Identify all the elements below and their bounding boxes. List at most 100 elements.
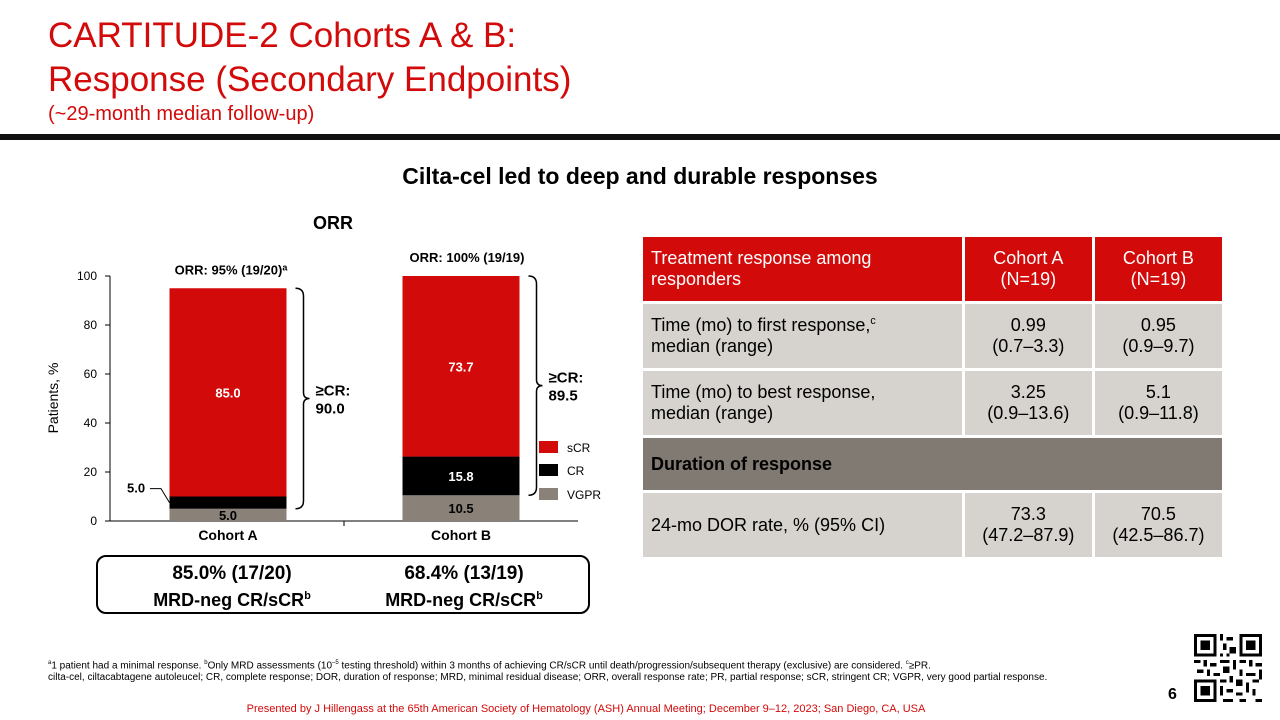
chart-title: ORR [313, 213, 353, 233]
row-label-line2: median (range) [651, 336, 774, 356]
cell-range: (42.5–86.7) [1112, 525, 1205, 545]
mrd-cohort-a-label: MRD-neg CR/sCR [153, 590, 305, 610]
cr-bracket [528, 275, 543, 497]
data-label: 10.5 [448, 501, 473, 516]
cell-cohort-a: 3.25 (0.9–13.6) [961, 368, 1095, 438]
fn-b2: testing threshold) within 3 months of ac… [338, 660, 906, 672]
mrd-cohort-b: 68.4% (13/19) MRD-neg CR/sCRb [354, 563, 574, 611]
legend-swatch-cr [539, 464, 558, 476]
headline: Cilta-cel led to deep and durable respon… [402, 163, 878, 189]
mrd-cohort-a-sup: b [304, 590, 311, 602]
table-row: Time (mo) to best response, median (range… [640, 368, 1226, 438]
header-b-line2: (N=19) [1130, 269, 1187, 289]
cr-callout-label: ≥CR: [316, 383, 351, 400]
row-label-line1: Time (mo) to first response, [651, 315, 871, 335]
cell-cohort-b: 0.95 (0.9–9.7) [1091, 301, 1226, 371]
bar-segment-vgpr [402, 495, 520, 521]
fn-a: 1 patient had a minimal response. [51, 660, 205, 672]
y-tick-label: 100 [77, 269, 97, 283]
cell-value: 5.1 [1145, 382, 1171, 402]
x-tick-label: Cohort B [431, 527, 491, 543]
legend-swatch-scr [539, 441, 558, 453]
cell-cohort-b: 5.1 (0.9–11.8) [1091, 368, 1226, 438]
legend-swatch-vgpr [539, 488, 558, 500]
cell-range: (0.9–13.6) [987, 403, 1070, 423]
row-label-line2: median (range) [651, 403, 774, 423]
y-tick-label: 20 [84, 465, 98, 479]
cr-callout-value: 90.0 [316, 401, 345, 418]
x-tick-label: Cohort A [198, 527, 257, 543]
cell-range: (0.9–11.8) [1118, 403, 1199, 423]
y-tick-label: 60 [84, 367, 98, 381]
y-axis-label: Patients, % [45, 363, 61, 434]
cell-range: (0.7–3.3) [992, 336, 1065, 356]
data-label: 85.0 [215, 385, 240, 400]
cell-value: 0.99 [1010, 315, 1046, 335]
orr-label-sup: a [282, 262, 288, 272]
cell-value: 70.5 [1140, 504, 1176, 524]
cr-bracket [295, 287, 310, 510]
table-row: 24-mo DOR rate, % (95% CI) 73.3 (47.2–87.… [640, 490, 1226, 560]
orr-label: ORR: 95% (19/20)a [175, 262, 289, 277]
header-cohort-b: Cohort B (N=19) [1091, 234, 1226, 304]
fn-c-sup: c [905, 660, 909, 666]
cell-value: 0.95 [1140, 315, 1176, 335]
legend-label: sCR [567, 441, 591, 455]
row-label: 24-mo DOR rate, % (95% CI) [640, 490, 965, 560]
cell-cohort-a: 73.3 (47.2–87.9) [961, 490, 1095, 560]
legend-label: VGPR [567, 488, 601, 502]
bar-segment-scr [402, 276, 520, 457]
cell-range: (0.9–9.7) [1122, 336, 1195, 356]
cell-cohort-b: 70.5 (42.5–86.7) [1091, 490, 1226, 560]
slide-title: CARTITUDE-2 Cohorts A & B: Response (Sec… [48, 14, 571, 102]
presenter-credit: Presented by J Hillengass at the 65th Am… [246, 703, 926, 715]
row-label-sup: c [870, 315, 876, 327]
table-row: Time (mo) to first response,c median (ran… [640, 301, 1226, 371]
header-b-line1: Cohort B [1122, 248, 1194, 268]
mrd-cohort-a: 85.0% (17/20) MRD-neg CR/sCRb [122, 563, 342, 611]
page-number: 6 [1168, 686, 1177, 703]
header-label: Treatment response among responders [640, 234, 965, 304]
cr-callout-label: ≥CR: [549, 370, 584, 387]
bar-segment-cr [402, 456, 520, 496]
table-header-row: Treatment response among responders Coho… [640, 234, 1226, 304]
fn-c: ≥PR. [908, 660, 931, 672]
footnote-line-1: a1 patient had a minimal response. bOnly… [48, 657, 1108, 672]
fn-b-sup: b [204, 660, 208, 666]
slide-subtitle: (~29-month median follow-up) [48, 103, 315, 125]
table-section-row: Duration of response [640, 435, 1225, 493]
y-tick-label: 0 [90, 514, 97, 528]
row-label: Time (mo) to first response,c median (ran… [640, 301, 965, 371]
bar-segment-vgpr [169, 508, 287, 521]
y-tick-label: 40 [84, 416, 98, 430]
qr-code-icon[interactable] [1194, 634, 1262, 702]
title-divider [0, 134, 1280, 140]
cr-callout-value: 89.5 [549, 388, 578, 405]
title-line-2: Response (Secondary Endpoints) [48, 60, 572, 99]
data-label: 73.7 [448, 359, 473, 374]
cr-side-leader [150, 488, 170, 503]
mrd-cohort-b-sup: b [536, 590, 543, 602]
cell-value: 73.3 [1010, 504, 1046, 524]
fn-a-sup: a [48, 660, 52, 666]
cell-range: (47.2–87.9) [982, 525, 1075, 545]
header-a-line1: Cohort A [993, 248, 1064, 268]
legend-label: CR [567, 464, 585, 478]
mrd-cohort-b-value: 68.4% (13/19) [404, 563, 524, 584]
mrd-negative-box: 85.0% (17/20) MRD-neg CR/sCRb 68.4% (13/… [96, 555, 590, 614]
cell-value: 3.25 [1010, 382, 1046, 402]
header-a-line2: (N=19) [1000, 269, 1057, 289]
bar-segment-cr [169, 496, 287, 509]
response-table: Treatment response among responders Coho… [640, 234, 1226, 560]
orr-stacked-bar-chart: ORR Patients, % 0 20 40 60 80 100 5.0 85.0 Cohort … [45, 213, 601, 543]
row-label: Time (mo) to best response, median (range… [640, 368, 965, 438]
fn-b-exp: –5 [332, 660, 339, 666]
header-cohort-a: Cohort A (N=19) [961, 234, 1095, 304]
y-tick-label: 80 [84, 318, 98, 332]
title-line-1: CARTITUDE-2 Cohorts A & B: [48, 16, 517, 55]
cell-cohort-a: 0.99 (0.7–3.3) [961, 301, 1095, 371]
section-label: Duration of response [640, 435, 1225, 493]
fn-b1: Only MRD assessments (10 [207, 660, 333, 672]
footnote-abbreviations: cilta-cel, ciltacabtagene autoleucel; CR… [48, 672, 1048, 684]
mrd-cohort-a-value: 85.0% (17/20) [172, 563, 292, 584]
